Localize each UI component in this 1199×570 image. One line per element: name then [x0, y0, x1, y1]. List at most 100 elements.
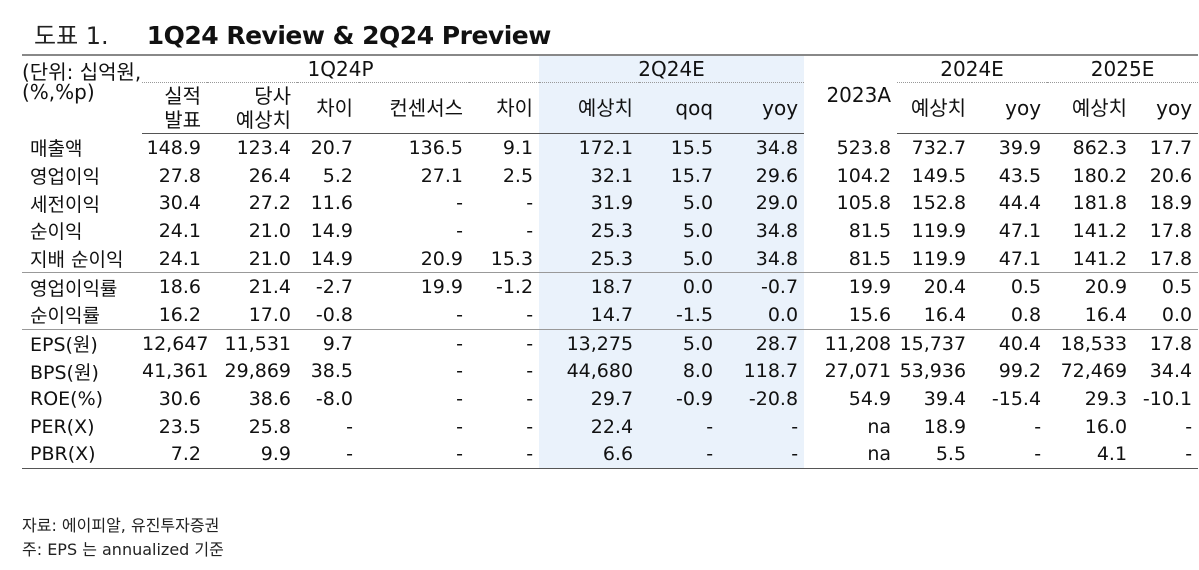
table-cell: -	[972, 440, 1048, 470]
table-cell: 20.4	[897, 272, 973, 302]
column-header-line: 차이	[496, 96, 534, 120]
column-header: 당사 예상치	[207, 82, 297, 134]
table-cell: -	[526, 415, 534, 438]
table-cell: 16.0	[1084, 415, 1128, 438]
table-cell: 7.2	[142, 440, 207, 470]
table-cell: -20.8	[719, 385, 805, 413]
table-cell: 44.4	[998, 192, 1042, 215]
table-cell: 136.5	[408, 136, 463, 159]
column-header: 차이	[469, 82, 540, 134]
table-cell: 6.6	[539, 440, 640, 470]
table-cell: 105.8	[836, 192, 892, 215]
table-cell: 25.8	[248, 415, 291, 438]
column-header: 실적 발표	[142, 82, 207, 134]
figure-title: 1Q24 Review & 2Q24 Preview	[146, 21, 552, 50]
table-cell: 11,208	[804, 328, 898, 358]
table-cell: 180.2	[1072, 164, 1128, 187]
table-cell: 99.2	[998, 360, 1042, 383]
table-cell: 104.2	[836, 164, 892, 187]
table-cell: 29.3	[1084, 388, 1128, 411]
table-cell: 17.8	[1133, 328, 1199, 358]
table-cell: na	[867, 415, 892, 438]
table-cell: 16.2	[158, 303, 201, 326]
table-cell: 47.1	[998, 219, 1042, 242]
table-cell: 149.5	[911, 164, 967, 187]
table-cell: 2.5	[502, 164, 534, 187]
column-header: yoy	[972, 82, 1048, 134]
unit-note-line-1: (단위: 십억원,	[22, 60, 142, 84]
header-row-columns: 실적 발표 당사 예상치 차이 컨센서스 차이 예상치 qoq yoy 예상치 yoy 예상치 yoy	[22, 82, 1199, 134]
table-cell: 34.8	[719, 244, 805, 273]
table-cell: 39.4	[923, 388, 967, 411]
table-row: BPS(원) 41,361 29,869 38.5- -44,680 8.0 118.7 27…	[22, 357, 1198, 386]
table-cell: 119.9	[911, 247, 967, 270]
table-row: ROE(%) 30.6 38.6 -8.0- -29.7 -0.9 -20.8 54.9 39.…	[22, 385, 1198, 413]
table-cell: 12,647	[142, 328, 208, 358]
table-cell: 0.0	[639, 272, 720, 302]
table-cell: 14.9	[310, 219, 353, 242]
table-row: PER(X) 23.5 25.8- - -22.4- - na 18.9-16.0-	[22, 412, 1198, 441]
table-cell: 123.4	[236, 136, 291, 159]
financial-table: (단위: 십억원, (%,%p) 1Q24P 2Q24E 2023A 2024E…	[22, 54, 1199, 470]
table-cell: -	[469, 328, 540, 358]
table-cell: -	[456, 303, 463, 326]
column-header: 예상치	[897, 82, 973, 134]
table-cell: 34.8	[719, 217, 805, 245]
table-cell: 21.4	[207, 272, 297, 302]
unit-note-line-2: (%,%p)	[22, 80, 95, 104]
figure-label: 도표 1.	[34, 22, 109, 50]
table-row: 순이익 24.1 21.0 14.9- -25.3 5.0 34.8 81.5 119.9 47.…	[22, 217, 1198, 245]
table-body: 매출액 148.9 123.4 20.7 136.5 9.1 172.1 15.5 34.8 52…	[22, 133, 1199, 470]
table-cell: 40.4	[972, 328, 1048, 358]
table-cell: 18.6	[142, 272, 207, 302]
table-row: 매출액 148.9 123.4 20.7 136.5 9.1 172.1 15.5 34.8 52…	[22, 133, 1198, 162]
table-cell: 53,936	[899, 360, 967, 383]
table-cell: -	[526, 360, 534, 383]
table-cell: 31.9	[539, 189, 640, 218]
table-cell: 17.0	[248, 303, 291, 326]
footnote-eps: 주: EPS 는 annualized 기준	[22, 540, 224, 559]
table-cell: 24.1	[158, 219, 201, 242]
table-cell: 21.0	[248, 247, 291, 270]
table-cell: 47.1	[998, 247, 1042, 270]
table-row: 영업이익률 18.6 21.4 -2.7 19.9 -1.2 18.7 0.0 -0.7 19.9…	[22, 272, 1199, 302]
table-cell: -	[297, 440, 359, 470]
table-cell: 172.1	[539, 133, 640, 162]
table-cell: 32.1	[539, 161, 640, 190]
table-cell: -	[456, 192, 463, 215]
column-header-line: 예상치	[235, 108, 291, 132]
table-cell: 29.7	[539, 385, 640, 413]
table-cell: 28.7	[719, 328, 805, 358]
row-label: 세전이익	[30, 193, 100, 216]
table-cell: -1.5	[639, 301, 720, 330]
table-cell: 54.9	[848, 388, 892, 411]
table-cell: 27.8	[158, 164, 201, 187]
table-cell: 17.8	[1149, 219, 1193, 242]
table-cell: -	[719, 412, 805, 441]
table-cell: -	[639, 440, 720, 470]
table-cell: 27.1	[420, 164, 463, 187]
table-cell: 152.8	[911, 192, 967, 215]
table-cell: 20.9	[420, 247, 463, 270]
table-cell: 81.5	[848, 247, 892, 270]
table-cell: 9.7	[297, 328, 359, 358]
row-label: 영업이익	[30, 166, 100, 189]
table-cell: 34.8	[719, 133, 805, 162]
table-cell: -	[526, 219, 534, 242]
table-cell: 13,275	[539, 328, 640, 358]
table-cell: 22.4	[539, 412, 640, 441]
table-cell: 148.9	[146, 136, 201, 159]
table-cell: 5.0	[639, 328, 720, 358]
table-cell: 41,361	[142, 360, 209, 383]
table-cell: 15.7	[639, 161, 720, 190]
table-cell: 39.9	[998, 136, 1042, 159]
table-cell: 118.7	[719, 357, 805, 386]
column-header-line: 차이	[316, 96, 353, 120]
table-cell: 30.4	[158, 192, 201, 215]
header-row-groups: (단위: 십억원, (%,%p) 1Q24P 2Q24E 2023A 2024E…	[22, 54, 1199, 134]
table-cell: -	[1185, 415, 1193, 438]
table-cell: 15.5	[639, 133, 720, 162]
table-cell: -	[456, 415, 463, 438]
table-cell: 23.5	[158, 415, 201, 438]
table-cell: 141.2	[1072, 219, 1128, 242]
